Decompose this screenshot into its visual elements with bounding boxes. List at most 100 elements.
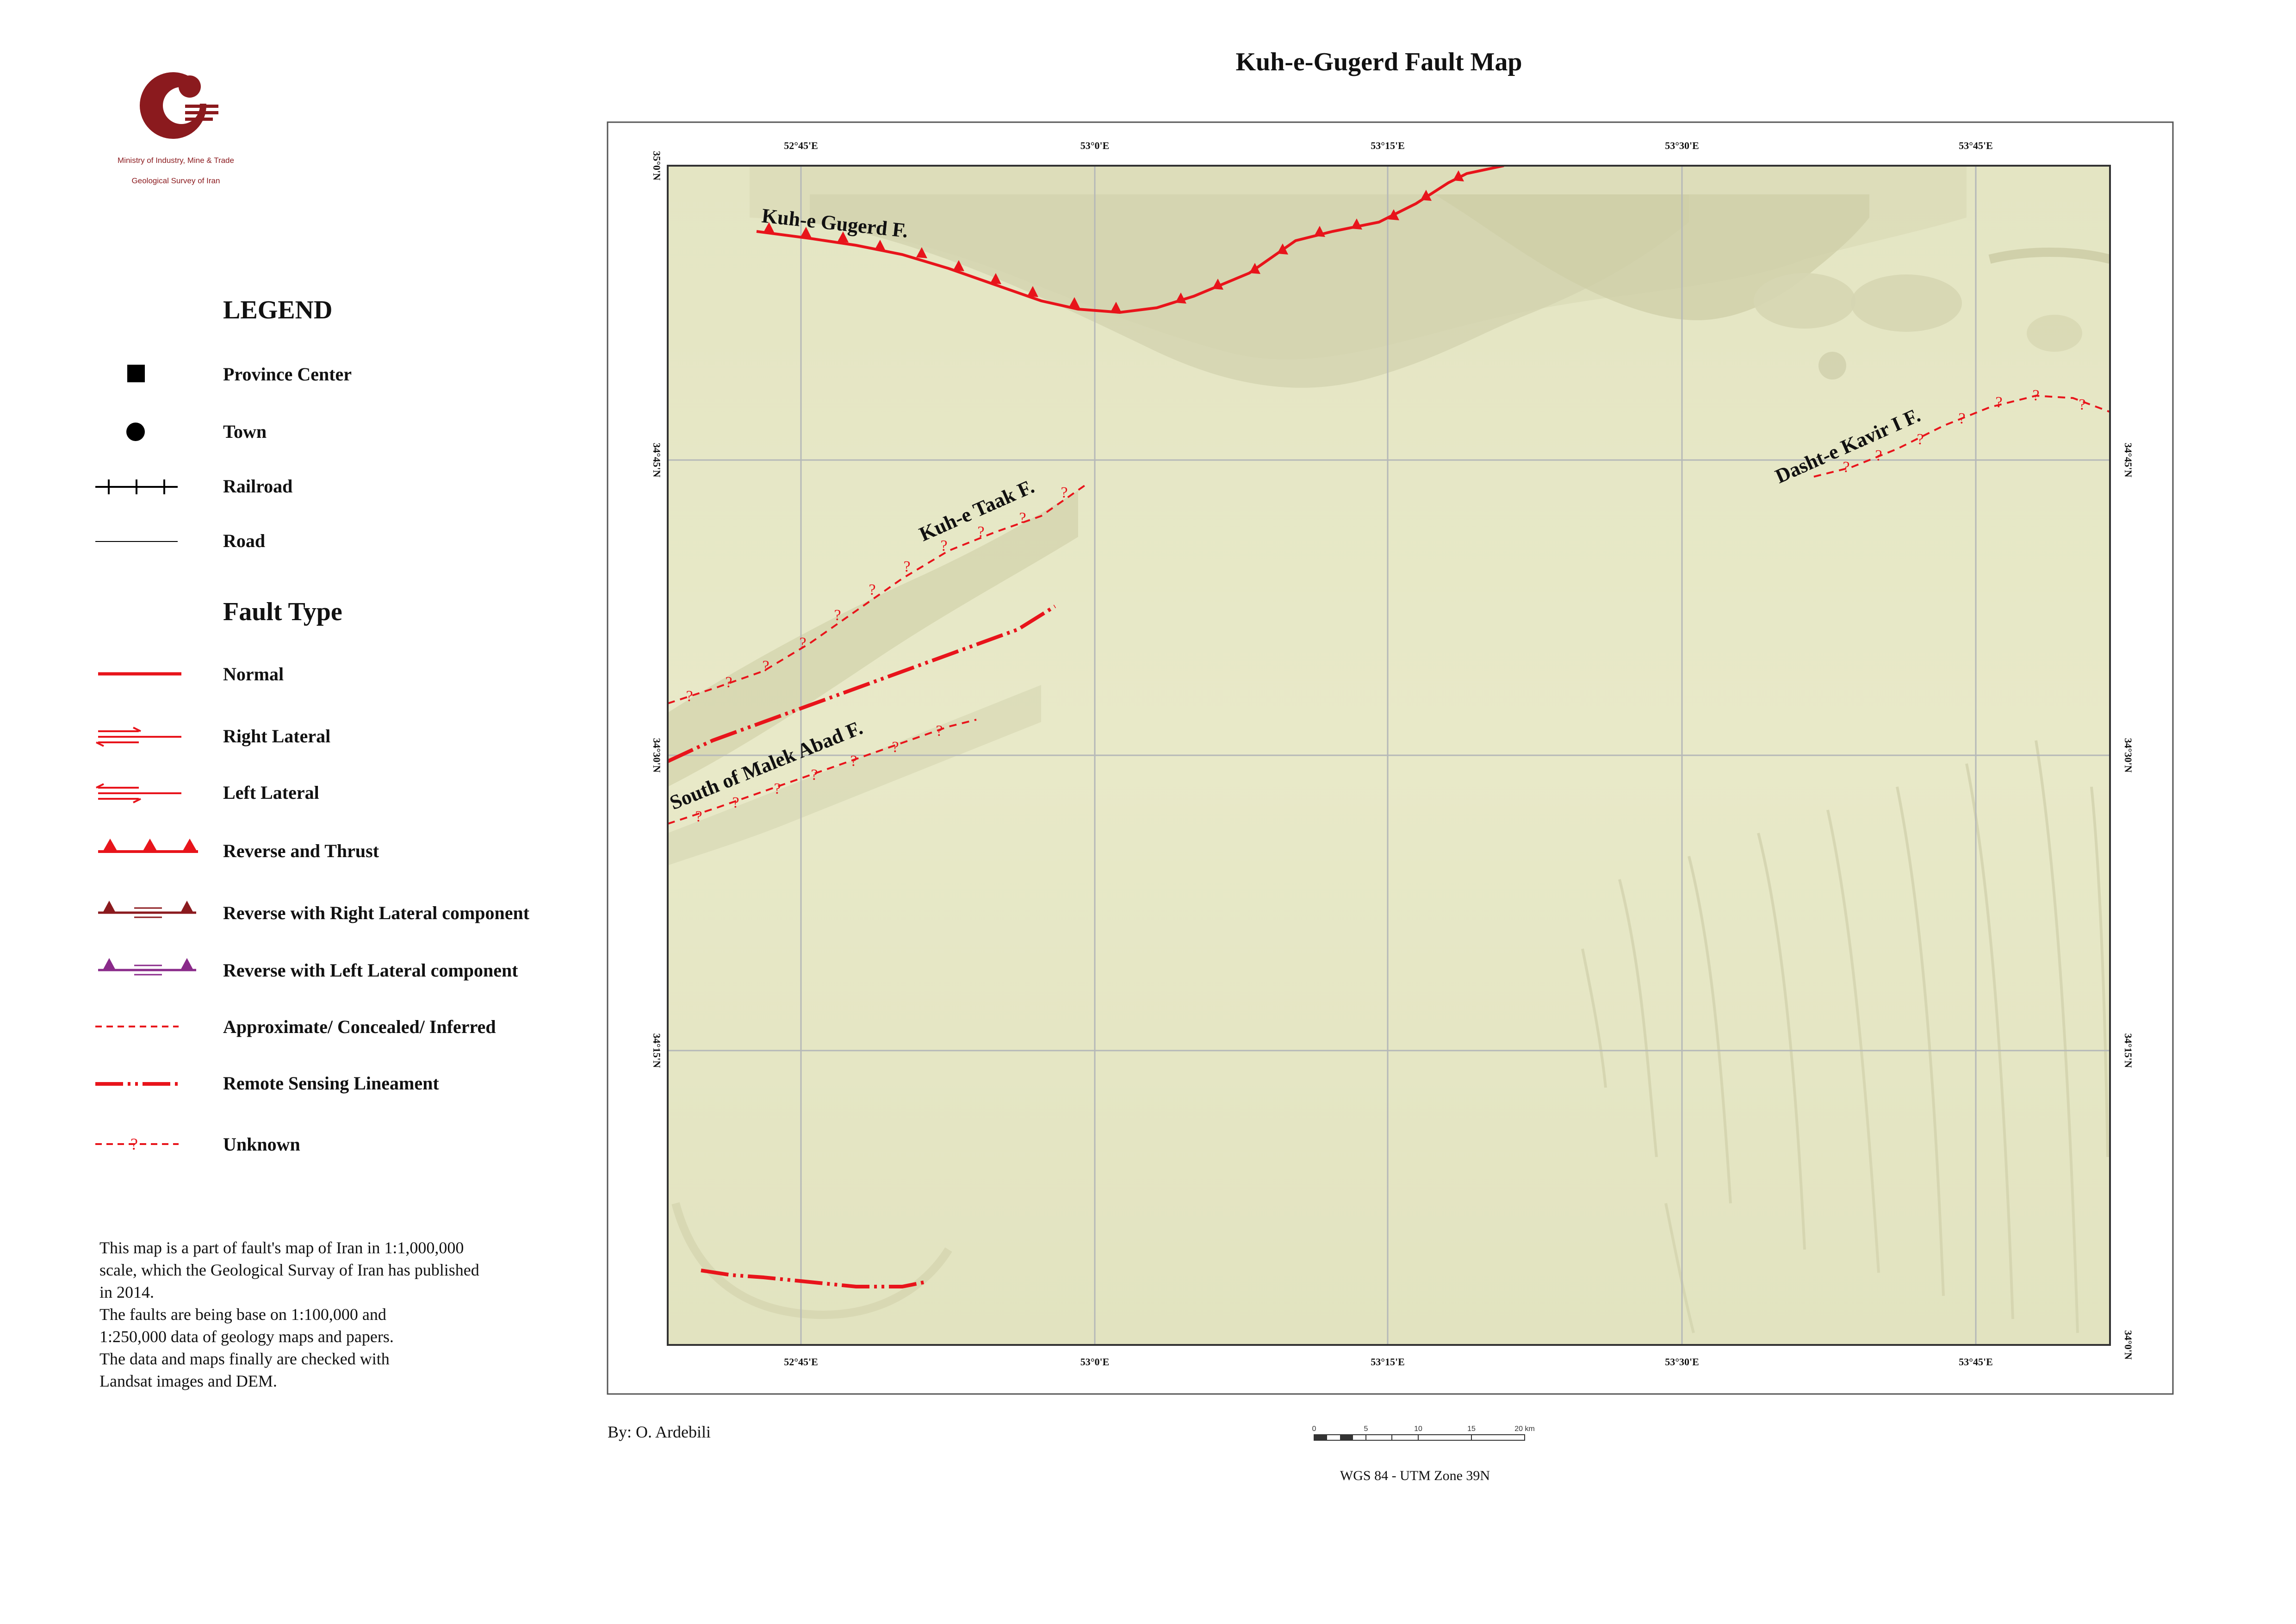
map-inner-border bbox=[667, 165, 2111, 1346]
svg-text:?: ? bbox=[869, 581, 875, 598]
lat-label-right: 34°30'N bbox=[2122, 738, 2134, 773]
scale-label: 15 bbox=[1467, 1425, 1476, 1433]
legend-label-approximate: Approximate/ Concealed/ Inferred bbox=[223, 1016, 496, 1037]
fault-type-heading: Fault Type bbox=[223, 597, 342, 626]
thrust-teeth bbox=[763, 170, 1464, 313]
logo-org-line2: Geological Survey of Iran bbox=[132, 176, 220, 185]
svg-text:?: ? bbox=[1061, 484, 1067, 501]
lat-label-right: 34°15'N bbox=[2122, 1033, 2134, 1068]
svg-text:?: ? bbox=[686, 688, 693, 705]
railroad-symbol bbox=[95, 479, 178, 494]
south-of-malek-abad-fault bbox=[668, 719, 977, 825]
svg-text:?: ? bbox=[834, 607, 841, 624]
lat-label-right: 34°0'N bbox=[2122, 1330, 2134, 1360]
legend-label-unknown: Unknown bbox=[223, 1134, 300, 1155]
svg-text:?: ? bbox=[725, 674, 732, 691]
graticule bbox=[668, 166, 2110, 1345]
dune-streaks bbox=[1581, 740, 2109, 1333]
svg-text:?: ? bbox=[762, 658, 769, 675]
note-line: Landsat images and DEM. bbox=[99, 1372, 277, 1390]
legend-label-normal: Normal bbox=[223, 664, 284, 684]
legend-label-railroad: Railroad bbox=[223, 476, 292, 497]
lon-label-top: 53°0'E bbox=[1080, 140, 1110, 151]
unknown-marks-taak: ??? ??? ??? ?? bbox=[686, 484, 1067, 705]
legend-label-thrust: Reverse and Thrust bbox=[223, 840, 379, 861]
fault-lines: ??? ??? ??? ?? ??? ??? ? ??? bbox=[668, 166, 2110, 1288]
logo-org-line1: Ministry of Industry, Mine & Trade bbox=[118, 156, 234, 165]
map-note: This map is a part of fault's map of Ira… bbox=[99, 1238, 479, 1390]
svg-text:?: ? bbox=[695, 808, 702, 825]
note-line: scale, which the Geological Survay of Ir… bbox=[99, 1261, 479, 1279]
svg-text:?: ? bbox=[774, 780, 781, 797]
legend-label-road: Road bbox=[223, 530, 265, 551]
mountain-relief bbox=[750, 166, 2110, 388]
scale-label: 20 km bbox=[1514, 1425, 1535, 1433]
note-line: 1:250,000 data of geology maps and paper… bbox=[99, 1327, 394, 1346]
lat-label-left: 34°30'N bbox=[651, 738, 663, 773]
unknown-marks-malek: ??? ??? ? bbox=[695, 722, 943, 825]
kuh-e-gugerd-fault bbox=[756, 166, 1504, 314]
scale-label: 5 bbox=[1364, 1425, 1368, 1433]
projection-text: WGS 84 - UTM Zone 39N bbox=[1340, 1468, 1490, 1483]
scale-label: 0 bbox=[1312, 1425, 1316, 1433]
svg-text:?: ? bbox=[2032, 387, 2039, 404]
svg-text:?: ? bbox=[936, 722, 943, 740]
reverse-right-lateral-symbol bbox=[98, 901, 196, 918]
svg-text:?: ? bbox=[1958, 410, 1965, 427]
svg-text:?: ? bbox=[1843, 459, 1849, 476]
province-center-symbol bbox=[127, 365, 145, 382]
svg-text:?: ? bbox=[1875, 447, 1882, 464]
legend-heading: LEGEND bbox=[223, 296, 333, 324]
svg-text:?: ? bbox=[1019, 510, 1026, 527]
note-line: This map is a part of fault's map of Ira… bbox=[99, 1238, 464, 1257]
svg-text:?: ? bbox=[940, 537, 947, 554]
kuh-e-taak-fault bbox=[668, 483, 1088, 704]
note-line: The data and maps finally are checked wi… bbox=[99, 1350, 390, 1368]
lon-label-bottom: 53°30'E bbox=[1665, 1356, 1699, 1368]
legend-label-town: Town bbox=[223, 421, 267, 442]
gsi-logo: Ministry of Industry, Mine & Trade Geolo… bbox=[118, 72, 234, 185]
lon-label-top: 52°45'E bbox=[784, 140, 818, 151]
legend-label-province-center: Province Center bbox=[223, 364, 352, 385]
lon-label-bottom: 53°45'E bbox=[1959, 1356, 1993, 1368]
svg-text:?: ? bbox=[850, 753, 857, 770]
lat-label-right: 34°45'N bbox=[2122, 443, 2134, 478]
svg-text:?: ? bbox=[732, 794, 739, 811]
lon-label-top: 53°30'E bbox=[1665, 140, 1699, 151]
lon-label-top: 53°15'E bbox=[1371, 140, 1405, 151]
note-line: in 2014. bbox=[99, 1283, 154, 1301]
lineament-south bbox=[701, 1269, 926, 1288]
lon-label-top: 53°45'E bbox=[1959, 140, 1993, 151]
legend: LEGEND Province Center Town Railroad Roa… bbox=[95, 296, 530, 1155]
legend-label-left-lateral: Left Lateral bbox=[223, 782, 319, 803]
legend-label-lineament: Remote Sensing Lineament bbox=[223, 1073, 439, 1094]
lon-label-bottom: 52°45'E bbox=[784, 1356, 818, 1368]
reverse-left-lateral-symbol bbox=[98, 958, 196, 976]
latitude-labels: 35°0'N 34°45'N 34°30'N 34°15'N 34°45'N 3… bbox=[651, 151, 2134, 1360]
thrust-symbol bbox=[98, 839, 198, 853]
author-credit: By: O. Ardebili bbox=[608, 1423, 711, 1441]
svg-text:?: ? bbox=[2079, 396, 2085, 413]
unknown-marks-kavir: ??? ??? ? bbox=[1843, 387, 2085, 476]
map-title: Kuh-e-Gugerd Fault Map bbox=[1235, 48, 1522, 76]
unknown-fault-symbol: ? bbox=[95, 1135, 179, 1153]
lat-label-left: 34°45'N bbox=[651, 443, 663, 478]
scale-label: 10 bbox=[1414, 1425, 1422, 1433]
left-lateral-symbol bbox=[96, 783, 181, 803]
svg-text:?: ? bbox=[892, 739, 899, 756]
ridge-relief bbox=[668, 491, 1078, 1319]
scale-bar: 0 5 10 15 20 km bbox=[1312, 1425, 1535, 1441]
note-line: The faults are being base on 1:100,000 a… bbox=[99, 1305, 386, 1324]
lon-label-bottom: 53°0'E bbox=[1080, 1356, 1110, 1368]
longitude-labels: 52°45'E 53°0'E 53°15'E 53°30'E 53°45'E 5… bbox=[784, 140, 1993, 1368]
legend-label-reverse-left: Reverse with Left Lateral component bbox=[223, 960, 518, 981]
map-area[interactable]: ??? ??? ??? ?? ??? ??? ? ??? bbox=[666, 165, 2111, 1346]
svg-text:?: ? bbox=[977, 523, 984, 541]
town-symbol bbox=[126, 423, 145, 441]
svg-text:?: ? bbox=[130, 1135, 138, 1153]
svg-text:?: ? bbox=[1917, 431, 1924, 448]
legend-label-reverse-right: Reverse with Right Lateral component bbox=[223, 902, 530, 923]
lineament-central bbox=[668, 604, 1056, 763]
svg-text:?: ? bbox=[1995, 394, 2002, 411]
